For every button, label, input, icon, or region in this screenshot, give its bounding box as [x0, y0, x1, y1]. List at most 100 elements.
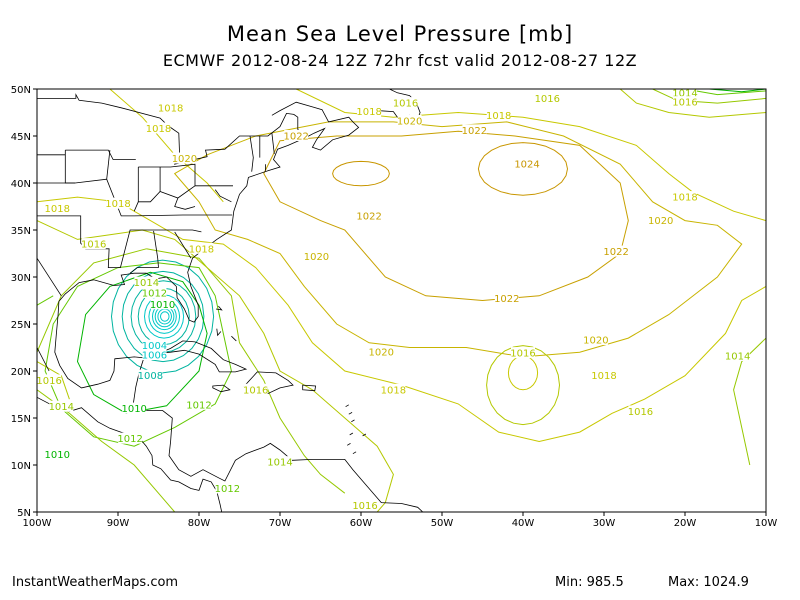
isobar: [146, 248, 346, 494]
contour-label: 1012: [142, 288, 167, 299]
lat-label: 10N: [11, 461, 31, 472]
lat-label: 25N: [11, 320, 31, 331]
contour-label: 1012: [117, 434, 142, 445]
chart-subtitle: ECMWF 2012-08-24 12Z 72hr fcst valid 201…: [162, 51, 638, 70]
isobar: [173, 121, 743, 358]
isobar: [263, 130, 629, 302]
contour-label: 1022: [494, 294, 519, 305]
contour-label: 1018: [356, 107, 381, 118]
contour-label-bg: [648, 214, 673, 226]
contour-label-bg: [535, 92, 560, 104]
contour-label-bg: [494, 292, 519, 304]
contour-label: 1012: [186, 400, 211, 411]
contour-label: 1020: [369, 348, 394, 359]
contour-label-bg: [150, 298, 175, 310]
lon-label: 90W: [107, 518, 130, 529]
coastline: [174, 197, 196, 210]
max-label: Max:: [668, 575, 700, 590]
contour-label-bg: [142, 349, 167, 361]
contour-label: 1024: [514, 160, 539, 171]
contour-label-bg: [462, 124, 487, 136]
contour-label-bg: [393, 97, 418, 109]
coastline: [37, 347, 50, 372]
contour-label-bg: [673, 96, 697, 108]
lon-label: 50W: [431, 518, 454, 529]
lat-label: 20N: [11, 367, 31, 378]
coastline: [37, 215, 202, 268]
isobar: [507, 355, 539, 391]
coastline: [345, 404, 350, 408]
contour-label: 1020: [583, 335, 608, 346]
contour-label-bg: [673, 86, 697, 98]
min-label: Min:: [555, 575, 583, 590]
contour-label: 1014: [134, 278, 159, 289]
isobar: [157, 308, 173, 325]
isobar: [110, 259, 215, 374]
contour-label-bg: [381, 383, 406, 395]
contour-label: 1016: [393, 99, 418, 110]
isobar: [486, 345, 561, 426]
isobar: [130, 280, 197, 353]
contour-label: 1018: [591, 371, 616, 382]
isobar: [159, 311, 170, 322]
coastline: [37, 396, 223, 512]
isobar: [652, 89, 766, 104]
contour-label-bg: [142, 286, 167, 298]
coastline: [215, 305, 223, 311]
contour-label-bg: [49, 400, 74, 412]
coastline: [271, 101, 360, 151]
coastline: [212, 384, 231, 393]
contour-label: 1014: [267, 458, 292, 469]
contour-label: 1022: [283, 132, 308, 143]
lon-label: 60W: [350, 518, 373, 529]
contour-label: 1010: [45, 450, 70, 461]
contour-label-bg: [268, 456, 292, 468]
isobar: [121, 270, 205, 363]
contour-label-bg: [189, 242, 214, 254]
contour-label-bg: [158, 101, 183, 113]
max-readout: Max: 1024.9: [668, 575, 749, 590]
contour-label-bg: [628, 405, 653, 417]
contour-label-bg: [146, 122, 171, 134]
contour-label-bg: [172, 152, 197, 164]
coastline: [271, 133, 275, 154]
contour-label-bg: [142, 339, 167, 351]
coastline: [214, 189, 232, 203]
coastline: [349, 432, 354, 436]
coastline: [64, 150, 76, 184]
min-readout: Min: 985.5: [555, 575, 624, 590]
contour-label-bg: [725, 349, 750, 361]
contour-label: 1008: [138, 371, 163, 382]
coastline: [54, 137, 424, 512]
contour-label-bg: [486, 109, 511, 121]
isobar: [44, 262, 232, 447]
coastline: [302, 384, 317, 392]
contour-label-bg: [118, 432, 143, 444]
contour-label: 1014: [49, 402, 74, 413]
contour-label: 1014: [725, 351, 750, 362]
coastline: [37, 93, 306, 165]
max-value: 1024.9: [703, 575, 749, 590]
isobar: [477, 142, 569, 196]
contour-label-bg: [45, 202, 70, 214]
contour-label: 1016: [243, 385, 268, 396]
contour-label-bg: [515, 158, 540, 170]
isobar: [37, 295, 54, 306]
coastline: [352, 451, 357, 455]
contour-label: 1018: [105, 199, 130, 210]
lon-label: 10W: [755, 518, 778, 529]
lon-label: 30W: [593, 518, 616, 529]
lon-label: 40W: [512, 518, 535, 529]
contour-label-bg: [284, 130, 309, 141]
contour-label: 1016: [36, 376, 61, 387]
contour-label-bg: [357, 209, 382, 221]
contour-label: 1016: [510, 349, 535, 360]
contour-label: 1022: [462, 126, 487, 137]
coastline: [362, 433, 367, 437]
isobar-lines: [37, 89, 766, 512]
contour-label-bg: [138, 369, 163, 381]
coastline: [216, 328, 222, 337]
contour-label-bg: [134, 276, 159, 288]
